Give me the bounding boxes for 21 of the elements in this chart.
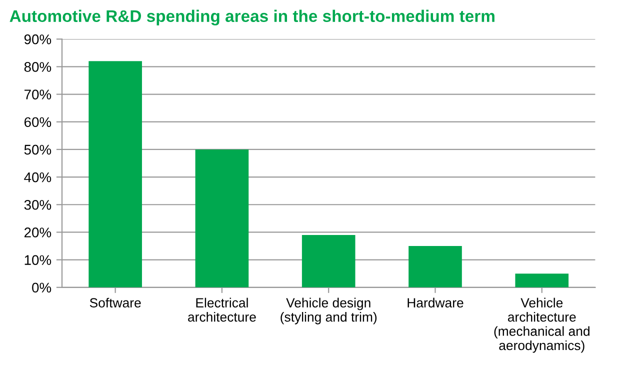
x-tick-label: Hardware	[408, 298, 464, 308]
x-tick-label: Vehicle design (styling and trim)	[280, 298, 377, 324]
bar	[515, 274, 569, 288]
y-tick-label: 70%	[24, 90, 52, 100]
bar	[302, 234, 356, 288]
y-tick-label: 40%	[24, 172, 52, 182]
y-tick-label: 30%	[24, 200, 52, 210]
y-tick-label: 20%	[24, 228, 52, 238]
y-tick-label: 10%	[24, 255, 52, 265]
y-tick-label: 50%	[24, 144, 52, 155]
bar	[88, 61, 142, 288]
chart-title: Automotive R&D spending areas in the short-to-medium term	[10, 10, 494, 26]
x-tick-label: Vehicle architecture (mechanical and aerodynamics)	[494, 298, 590, 353]
y-tick-label: 90%	[24, 34, 52, 44]
x-tick-label: Software	[90, 298, 141, 308]
y-tick-label: 0%	[32, 282, 52, 293]
bar	[195, 149, 249, 288]
bar	[408, 246, 462, 288]
y-tick-label: 60%	[24, 117, 52, 128]
y-tick-label: 80%	[24, 62, 52, 72]
x-tick-label: Electrical architecture	[188, 298, 256, 322]
